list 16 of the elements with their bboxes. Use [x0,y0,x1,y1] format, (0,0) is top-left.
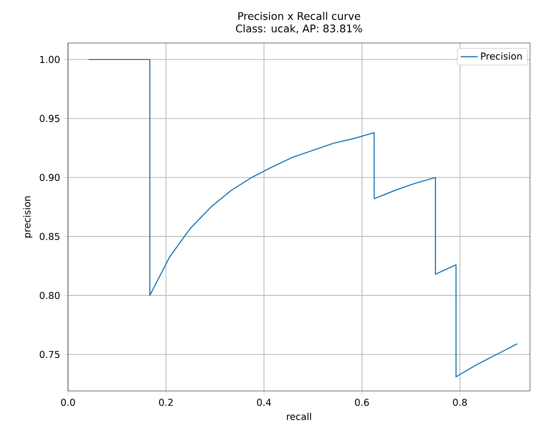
x-tick-label: 0.4 [257,398,271,406]
y-tick-label: 0.95 [40,114,60,122]
y-tick-label: 0.85 [40,232,60,240]
chart-subtitle: Class: ucak, AP: 83.81% [236,24,362,34]
x-tick-label: 0.0 [61,398,75,406]
x-tick-label: 0.2 [159,398,173,406]
y-tick-label: 0.75 [40,350,60,358]
legend-label: Precision [481,52,522,60]
chart-title: Precision x Recall curve [238,12,360,20]
x-axis-title: recall [286,412,312,420]
x-tick-label: 0.8 [453,398,467,406]
y-tick-label: 0.80 [40,292,60,300]
y-tick-label: 1.00 [40,56,60,64]
y-axis-title: precision [23,196,32,238]
x-tick-label: 0.6 [355,398,369,406]
y-tick-label: 0.90 [40,174,60,182]
